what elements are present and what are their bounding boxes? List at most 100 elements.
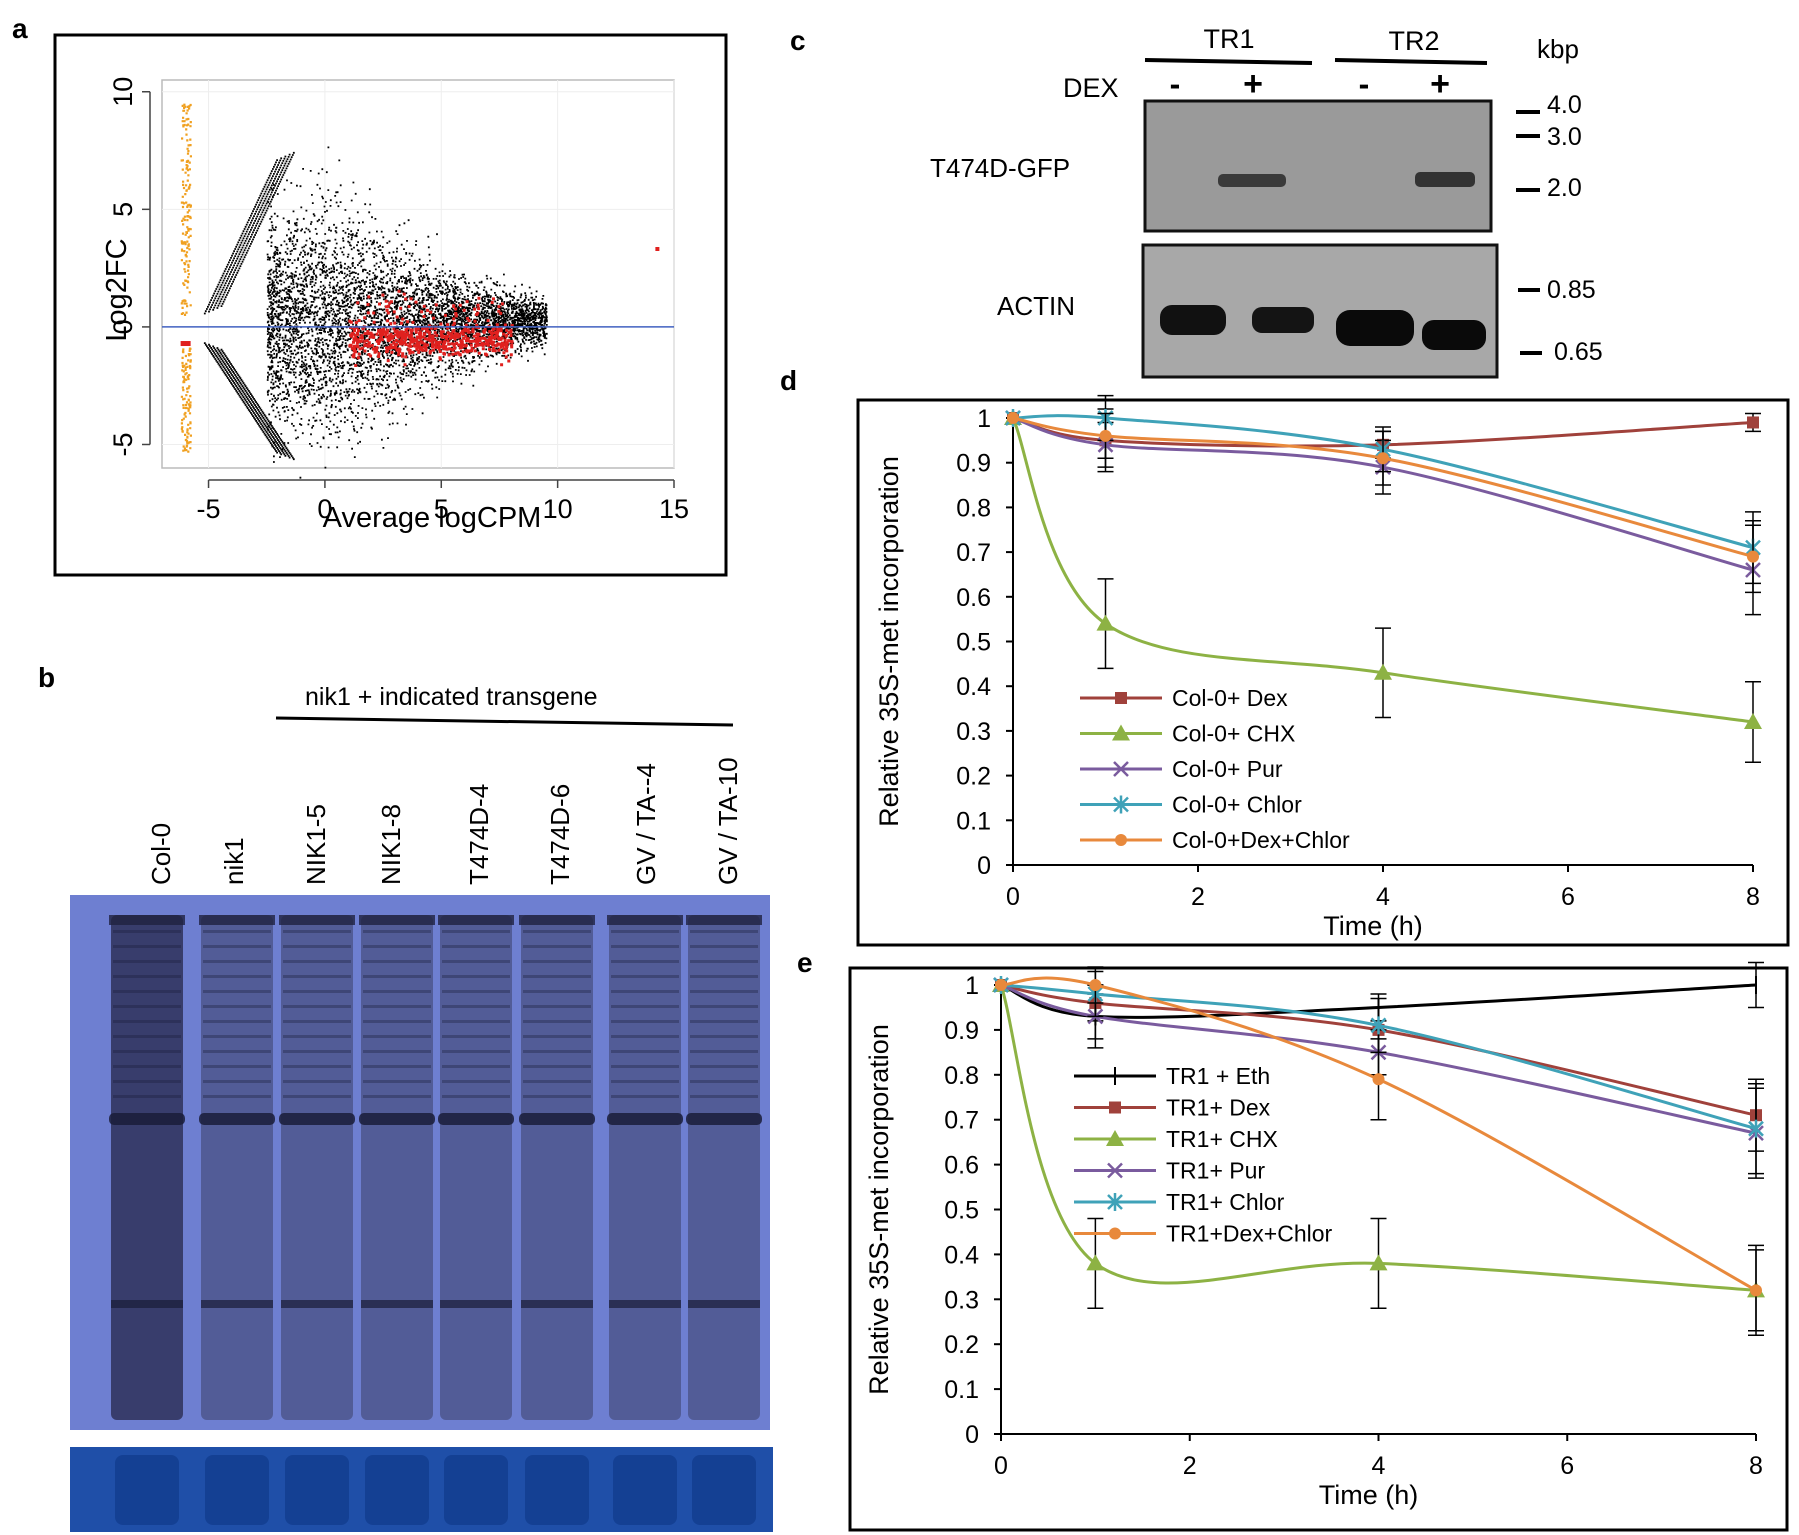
x-tick-label: 5 — [434, 494, 449, 524]
lane-smear — [281, 915, 353, 1420]
legend-label: TR1+ Pur — [1166, 1158, 1265, 1184]
lane-major-band — [686, 1113, 762, 1125]
x-axis-label: Average logCPM — [323, 502, 542, 534]
lane-minor-band — [363, 975, 431, 978]
legend-label: TR1+Dex+Chlor — [1166, 1221, 1333, 1247]
y-axis-label: Relative 35S-met incorporation — [864, 1024, 894, 1395]
y-axis-label: Log2FC — [101, 238, 133, 341]
marker — [1107, 1162, 1123, 1179]
lane-lower-band — [609, 1300, 681, 1308]
lane-minor-band — [113, 1005, 181, 1008]
lane-minor-band — [113, 1050, 181, 1053]
marker — [1113, 795, 1129, 814]
marker — [1007, 412, 1019, 424]
lane-minor-band — [283, 1095, 351, 1098]
coomassie-lanes — [115, 1455, 756, 1525]
lane-label: T474D-4 — [464, 784, 494, 885]
marker — [1106, 1130, 1124, 1146]
lane-minor-band — [283, 975, 351, 978]
series-line — [1000, 976, 1757, 1292]
lane-major-band — [359, 1113, 435, 1125]
dex-label: DEX — [1063, 73, 1119, 103]
y-tick-label: 0.2 — [944, 1331, 979, 1359]
lane-minor-band — [523, 975, 591, 978]
series-line — [1000, 983, 1757, 1117]
lane-minor-band — [442, 1020, 510, 1023]
lane-minor-band — [690, 1095, 758, 1098]
legend-label: TR1+ CHX — [1166, 1126, 1278, 1152]
significant-points — [348, 246, 660, 367]
lane-minor-band — [203, 1020, 271, 1023]
lane-minor-band — [203, 975, 271, 978]
x-tick-label: 15 — [659, 494, 689, 524]
group-line-tr2 — [1334, 58, 1488, 65]
marker — [1099, 429, 1112, 442]
lane-minor-band — [363, 930, 431, 933]
dex-state-2: + — [1243, 65, 1263, 103]
legend-label: TR1 + Eth — [1166, 1063, 1270, 1089]
lane-minor-band — [442, 1095, 510, 1098]
lane-minor-band — [523, 960, 591, 963]
series-line — [1012, 414, 1754, 550]
lane-minor-band — [611, 1005, 679, 1008]
lane-minor-band — [611, 975, 679, 978]
series-line — [1000, 983, 1757, 1135]
y-tick-label: 0.7 — [956, 539, 991, 567]
marker — [1377, 452, 1389, 465]
coomassie-lane — [365, 1455, 429, 1525]
lane-lower-band — [111, 1300, 183, 1308]
series-col-0-dex-chlor — [1007, 412, 1761, 594]
lane-smear — [609, 915, 681, 1420]
marker — [1112, 724, 1130, 741]
lane-lower-band — [688, 1300, 760, 1308]
y-tick-label: 0.9 — [956, 450, 991, 478]
x-tick-label: 2 — [1191, 883, 1205, 911]
row-label-t474d-gfp: T474D-GFP — [930, 153, 1070, 183]
legend: Col-0+ Dex Col-0+ CHX Col-0+ Pur Col-0+ Chl… — [1080, 685, 1350, 853]
lane-minor-band — [523, 1080, 591, 1083]
marker — [1369, 1254, 1388, 1271]
lane-top-band — [607, 915, 683, 925]
marker — [1086, 1254, 1105, 1271]
lane-minor-band — [113, 930, 181, 933]
y-tick-label: 0.9 — [944, 1017, 979, 1045]
x-tick-label: 4 — [1376, 883, 1390, 911]
lane-minor-band — [203, 1095, 271, 1098]
lane-label: Col-0 — [146, 823, 176, 885]
marker — [995, 979, 1007, 991]
lane-minor-band — [363, 1035, 431, 1038]
marker — [1113, 761, 1129, 777]
marker — [1372, 1073, 1385, 1086]
legend-label: Col-0+ Pur — [1172, 756, 1283, 782]
marker — [1089, 979, 1102, 991]
lane-minor-band — [442, 975, 510, 978]
lane-minor-band — [283, 1080, 351, 1083]
lane-minor-band — [523, 930, 591, 933]
panel-label-d: d — [780, 365, 797, 396]
lane-minor-band — [442, 930, 510, 933]
lane-minor-band — [363, 1080, 431, 1083]
y-tick-label: 0.3 — [944, 1286, 979, 1314]
lane-top-band — [199, 915, 275, 925]
transgene-header: nik1 + indicated transgene — [305, 683, 598, 711]
y-tick-label: 0.5 — [944, 1197, 979, 1225]
lane-minor-band — [442, 960, 510, 963]
coomassie-lane — [285, 1455, 349, 1525]
gel-lane — [607, 915, 683, 1420]
lane-major-band — [199, 1113, 275, 1125]
lane-lower-band — [201, 1300, 273, 1308]
lane-minor-band — [113, 1080, 181, 1083]
lane-minor-band — [203, 990, 271, 993]
coomassie-lane — [205, 1455, 269, 1525]
panel-label-c: c — [790, 25, 806, 56]
marker — [1115, 692, 1127, 704]
lane-major-band — [519, 1113, 595, 1125]
lane-minor-band — [690, 1035, 758, 1038]
x-tick-label: 6 — [1561, 883, 1575, 911]
series-line — [1000, 983, 1757, 1131]
legend-label: TR1+ Chlor — [1166, 1189, 1285, 1215]
gel-lane — [438, 915, 514, 1420]
lane-minor-band — [283, 1020, 351, 1023]
marker — [1750, 1284, 1762, 1297]
actin-band-lane2 — [1252, 307, 1314, 333]
